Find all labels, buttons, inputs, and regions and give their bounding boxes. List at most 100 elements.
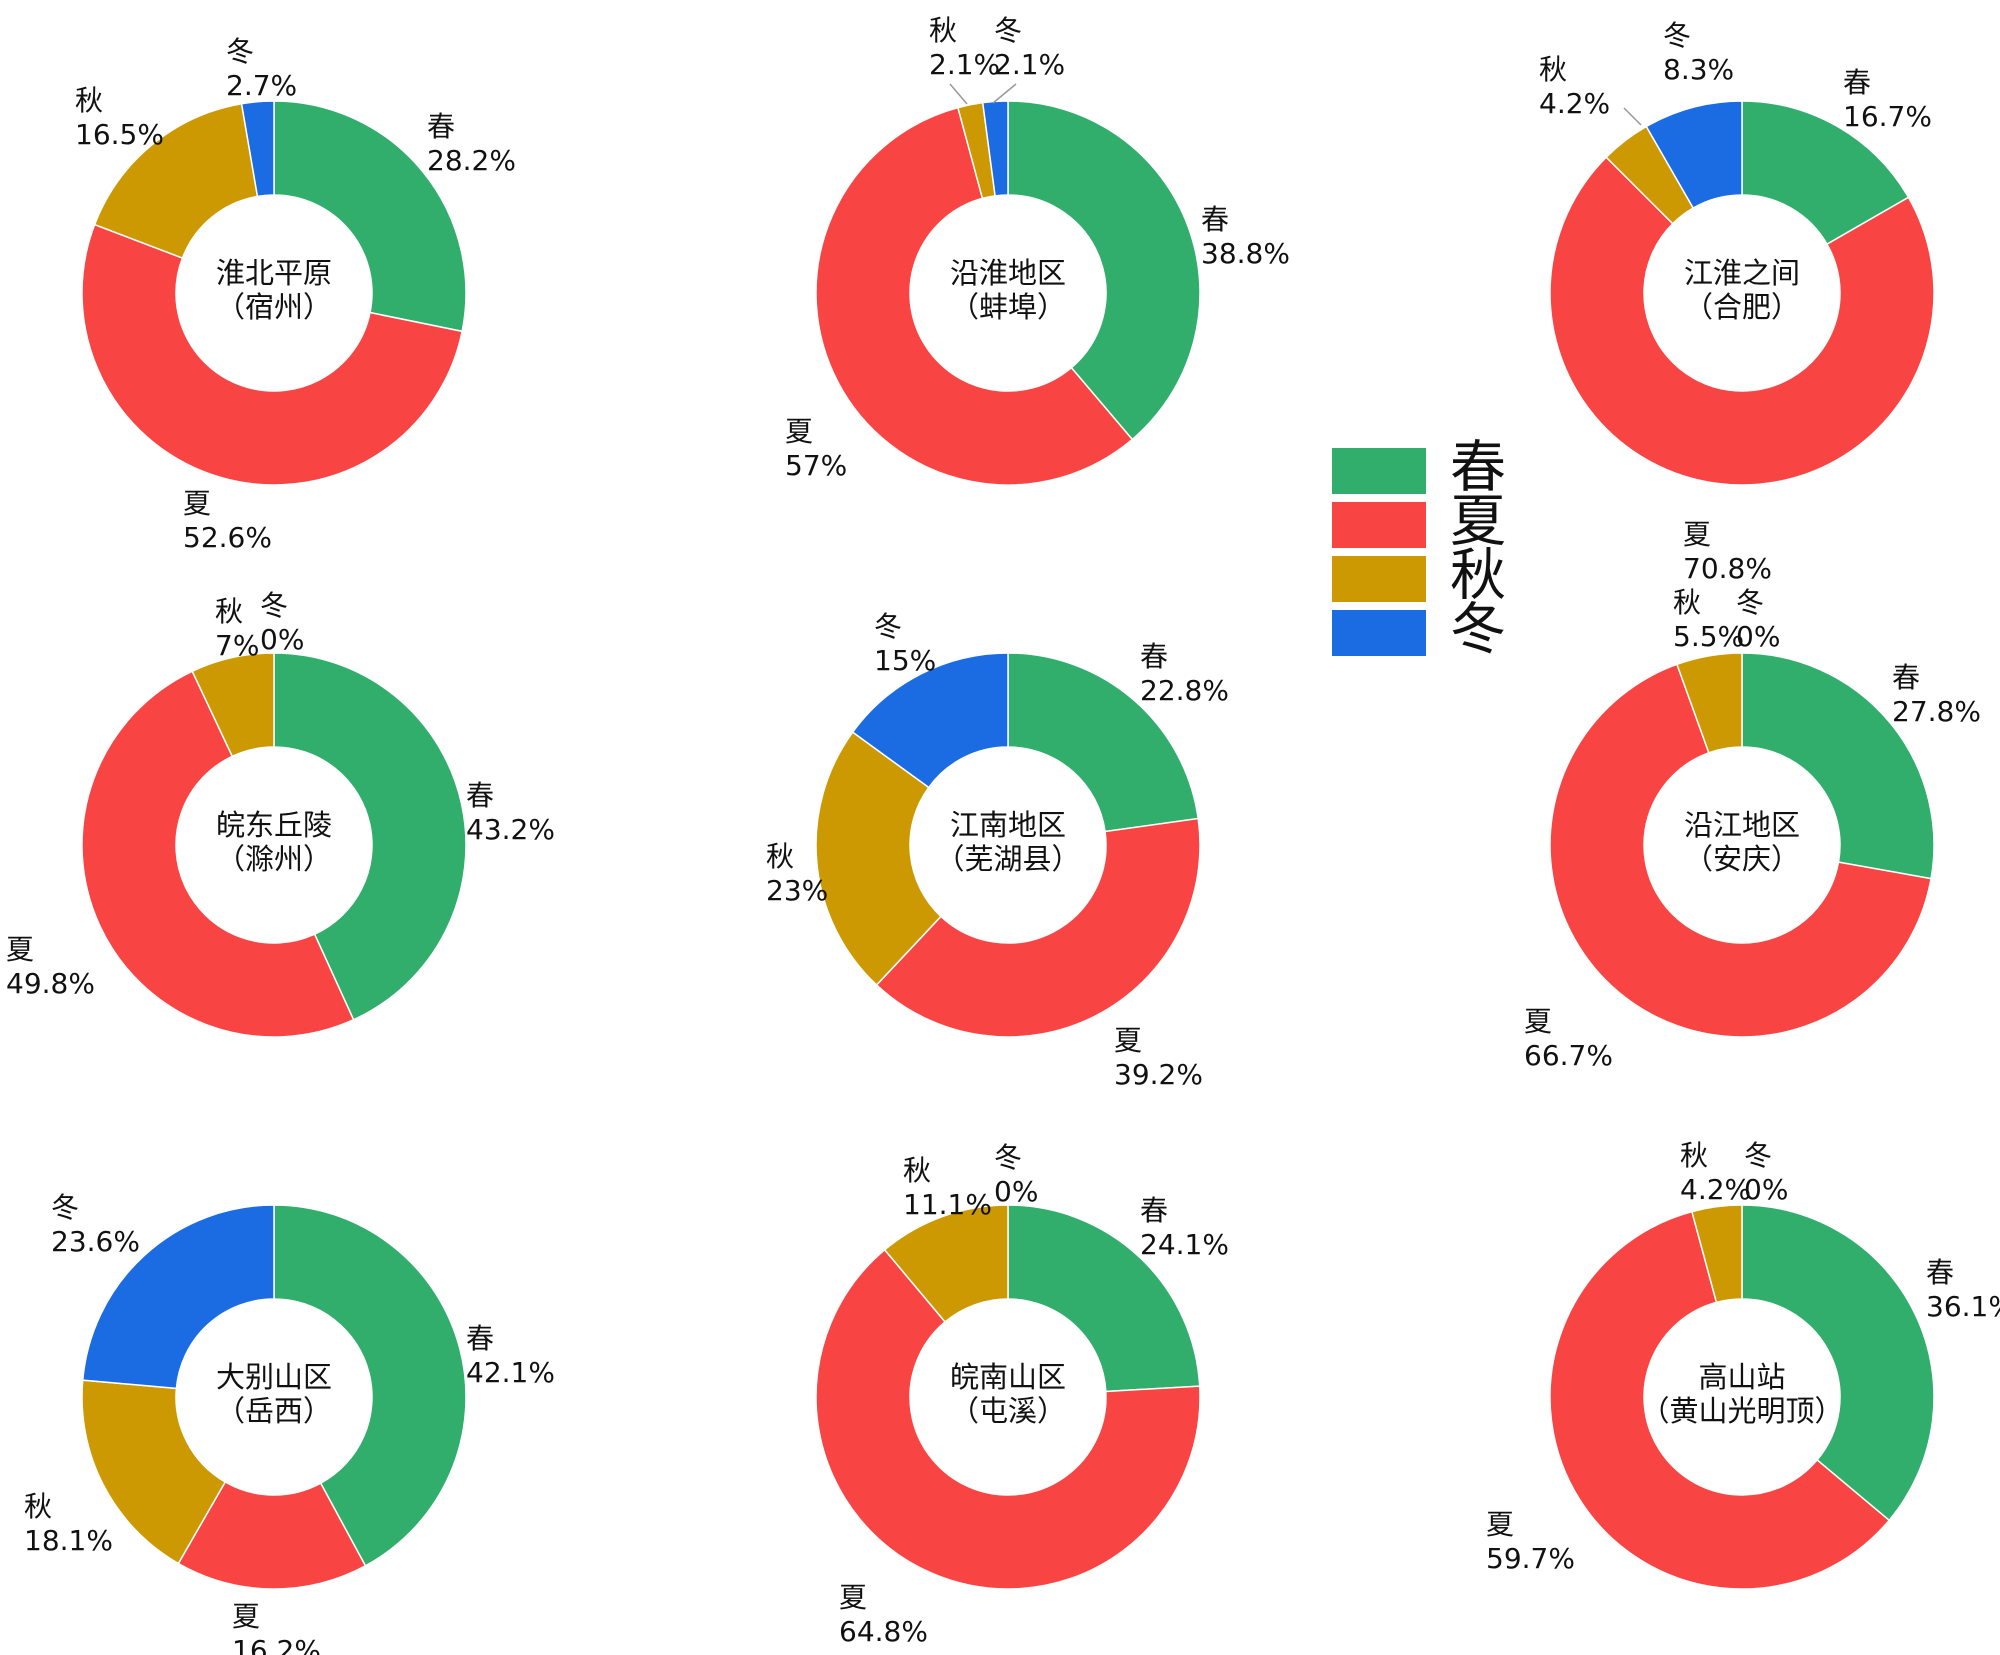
slice-label-name-winter: 冬: [874, 610, 902, 643]
slice-label-value-spring: 24.1%: [1140, 1228, 1229, 1261]
slice-label-value-autumn: 11.1%: [903, 1188, 992, 1221]
chart-center-subtitle: （合肥）: [1684, 290, 1800, 324]
donut-slice-summer: [81, 223, 464, 486]
chart-center-subtitle: （岳西）: [216, 1394, 332, 1428]
slice-label-name-winter: 冬: [994, 1141, 1022, 1174]
slice-label-value-spring: 28.2%: [427, 144, 516, 177]
chart-center-title: 大别山区: [216, 1360, 332, 1394]
donut-slice-spring: [273, 652, 467, 1021]
slice-label-name-summer: 夏: [839, 1581, 867, 1614]
slice-label-value-winter: 2.7%: [226, 69, 297, 102]
slice-label-value-spring: 22.8%: [1140, 674, 1229, 707]
chart-center-title: 皖东丘陵: [216, 808, 332, 842]
donut-chart-7: 大别山区（岳西） 春42.1% 夏16.2% 秋18.1% 冬23.6%: [24, 1191, 555, 1655]
donut-slice-spring: [1741, 652, 1935, 880]
slice-label-name-summer: 夏: [1683, 518, 1711, 551]
legend-label-autumn: 秋: [1450, 544, 1506, 609]
donut-chart-9: 高山站（黄山光明顶） 春36.1% 夏59.7% 秋4.2%冬0%: [1486, 1139, 2000, 1590]
donut-chart-4: 皖东丘陵（滁州） 春43.2% 夏49.8% 秋7%冬0%: [6, 589, 555, 1038]
slice-label-name-autumn: 秋: [766, 840, 794, 873]
donut-slice-autumn: [191, 652, 275, 758]
donut-chart-2: 沿淮地区（蚌埠）春38.8%夏57%秋2.1%冬2.1%: [785, 14, 1290, 486]
donut-slice-spring: [1007, 652, 1200, 833]
slice-label-value-winter: 8.3%: [1663, 53, 1734, 86]
slice-label-value-summer: 59.7%: [1486, 1542, 1575, 1575]
donut-chart-5: 江南地区（芜湖县） 春22.8% 夏39.2% 秋23% 冬15%: [766, 610, 1229, 1091]
slice-label-name-autumn: 秋: [1539, 53, 1567, 86]
slice-label-value-winter: 0%: [260, 623, 304, 656]
slice-label-value-summer: 64.8%: [839, 1615, 928, 1648]
slice-label-name-autumn: 秋: [75, 84, 103, 117]
slice-label-name-winter: 冬: [994, 14, 1022, 47]
chart-center-title: 沿淮地区: [950, 256, 1066, 290]
donut-slice-autumn: [1691, 1204, 1743, 1304]
slice-label-name-summer: 夏: [1114, 1024, 1142, 1057]
donut-slice-summer: [815, 1248, 1201, 1590]
slice-label-name-summer: 夏: [1486, 1508, 1514, 1541]
slice-label-name-spring: 春: [1892, 661, 1920, 694]
legend-label-winter: 冬: [1450, 598, 1506, 663]
slice-label-value-winter: 0%: [994, 1175, 1038, 1208]
donut-slice-winter: [981, 100, 1009, 197]
legend-swatch-summer: [1332, 502, 1426, 548]
slice-label-value-autumn: 23%: [766, 874, 828, 907]
slice-label-name-summer: 夏: [785, 415, 813, 448]
donut-slice-spring: [273, 100, 467, 333]
donut-chart-8: 皖南山区（屯溪） 春24.1% 夏64.8% 秋11.1%冬0%: [815, 1141, 1229, 1648]
slice-label-value-winter: 0%: [1744, 1173, 1788, 1206]
slice-label-name-winter: 冬: [1736, 586, 1764, 619]
donut-slice-spring: [273, 1204, 467, 1567]
slice-label-name-winter: 冬: [260, 589, 288, 622]
slice-label-name-spring: 春: [1140, 1194, 1168, 1227]
leader-line-1: [949, 83, 968, 105]
slice-label-name-autumn: 秋: [903, 1154, 931, 1187]
slice-label-value-autumn: 4.2%: [1539, 87, 1610, 120]
chart-center-subtitle: （芜湖县）: [935, 842, 1080, 876]
donut-slice-winter: [81, 1204, 275, 1390]
donut-slice-winter: [240, 100, 275, 198]
slice-label-value-spring: 16.7%: [1843, 100, 1932, 133]
chart-center-subtitle: （安庆）: [1684, 842, 1800, 876]
chart-center-subtitle: （屯溪）: [950, 1394, 1066, 1428]
donut-slice-summer: [1549, 1210, 1891, 1590]
slice-label-value-spring: 36.1%: [1926, 1290, 2000, 1323]
slice-label-value-spring: 38.8%: [1201, 237, 1290, 270]
chart-center-subtitle: （滁州）: [216, 842, 332, 876]
slice-label-name-spring: 春: [1201, 203, 1229, 236]
slice-label-name-spring: 春: [466, 1322, 494, 1355]
leader-line-2: [992, 83, 1017, 104]
legend-swatch-winter: [1332, 610, 1426, 656]
legend-label-spring: 春: [1450, 436, 1506, 501]
slice-label-name-summer: 夏: [1524, 1005, 1552, 1038]
donut-slice-summer: [81, 670, 355, 1038]
chart-center-title: 皖南山区: [950, 1360, 1066, 1394]
slice-label-value-autumn: 7%: [215, 629, 259, 662]
slice-label-name-winter: 冬: [1663, 19, 1691, 52]
chart-center-title: 高山站: [1698, 1360, 1785, 1394]
donut-slice-autumn: [93, 102, 259, 260]
chart-center-subtitle: （蚌埠）: [950, 290, 1066, 324]
slice-label-value-summer: 16.2%: [232, 1634, 321, 1655]
slice-label-name-spring: 春: [466, 779, 494, 812]
slice-label-value-summer: 66.7%: [1524, 1039, 1613, 1072]
slice-label-name-winter: 冬: [51, 1191, 79, 1224]
legend-swatch-autumn: [1332, 556, 1426, 602]
slice-label-value-spring: 27.8%: [1892, 695, 1981, 728]
chart-center-title: 淮北平原: [216, 256, 332, 290]
donut-slice-summer: [875, 817, 1201, 1038]
donut-slice-autumn: [1676, 652, 1743, 754]
slice-label-name-spring: 春: [1140, 640, 1168, 673]
donut-slice-autumn: [883, 1204, 1009, 1323]
donut-slice-autumn: [81, 1379, 227, 1565]
chart-center-title: 沿江地区: [1684, 808, 1800, 842]
slice-label-value-autumn: 2.1%: [929, 48, 1000, 81]
slice-label-value-summer: 57%: [785, 449, 847, 482]
slice-label-name-autumn: 秋: [215, 595, 243, 628]
slice-label-value-winter: 23.6%: [51, 1225, 140, 1258]
slice-label-name-autumn: 秋: [929, 14, 957, 47]
donut-slice-spring: [1741, 100, 1910, 246]
slice-label-value-spring: 42.1%: [466, 1356, 555, 1389]
donut-slice-autumn: [815, 731, 942, 987]
